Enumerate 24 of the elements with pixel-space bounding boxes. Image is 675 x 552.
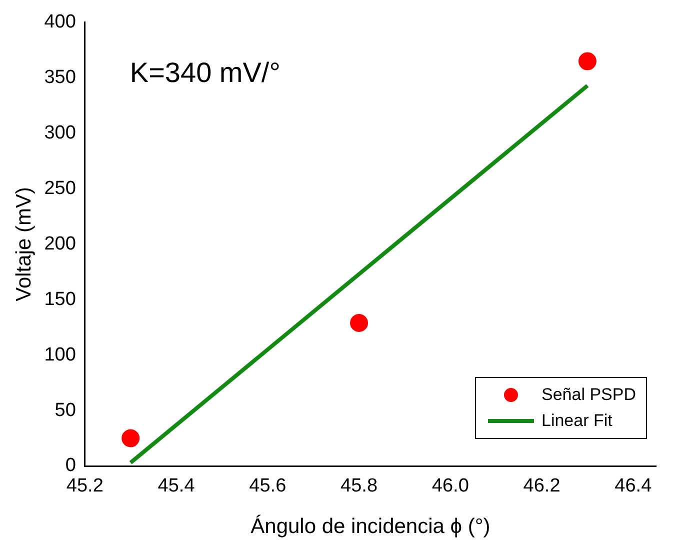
x-tick-label: 45.8 (340, 476, 378, 497)
point (122, 429, 140, 448)
y-tick-label: 150 (44, 288, 76, 310)
legend-label: Señal PSPD (542, 385, 636, 405)
y-tick-label: 250 (44, 178, 76, 199)
point (350, 314, 368, 332)
y-tick-label: 100 (44, 344, 76, 366)
y-tick-label: 350 (44, 67, 76, 88)
y-tick-label: 0 (65, 455, 76, 476)
x-axis-title: Ángulo de incidencia ϕ (°) (250, 514, 490, 538)
x-tick-label: 46.2 (523, 476, 560, 497)
x-tick-label: 45.2 (66, 476, 104, 497)
legend-label: Linear Fit (542, 411, 612, 431)
x-tick-label: 46.4 (614, 476, 652, 497)
y-tick-label: 50 (54, 400, 76, 421)
annotation: K=340 mV/° (130, 57, 280, 88)
x-tick-label: 46.0 (432, 476, 469, 497)
point (578, 52, 596, 70)
y-tick-label: 300 (44, 122, 76, 144)
y-axis-title: Voltaje (mV) (12, 187, 36, 302)
x-tick-label: 45.4 (158, 476, 196, 497)
y-tick-label: 200 (44, 233, 76, 254)
x-tick-label: 45.6 (249, 476, 286, 497)
y-tick-label: 400 (44, 12, 76, 33)
